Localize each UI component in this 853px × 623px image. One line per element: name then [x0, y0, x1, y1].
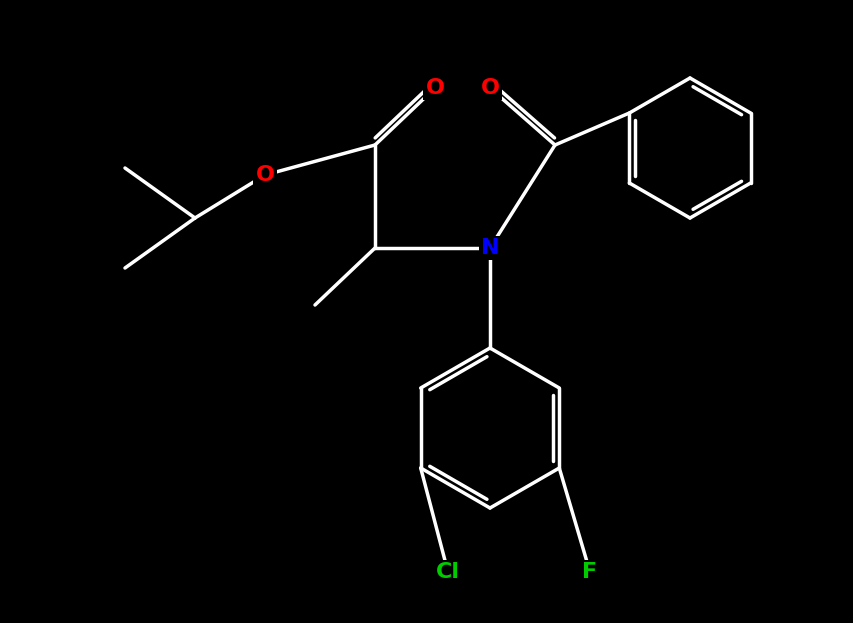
Text: Cl: Cl — [436, 562, 460, 582]
Text: O: O — [480, 78, 499, 98]
Text: N: N — [480, 238, 499, 258]
Text: O: O — [425, 78, 444, 98]
Text: O: O — [255, 165, 274, 185]
Text: F: F — [582, 562, 597, 582]
